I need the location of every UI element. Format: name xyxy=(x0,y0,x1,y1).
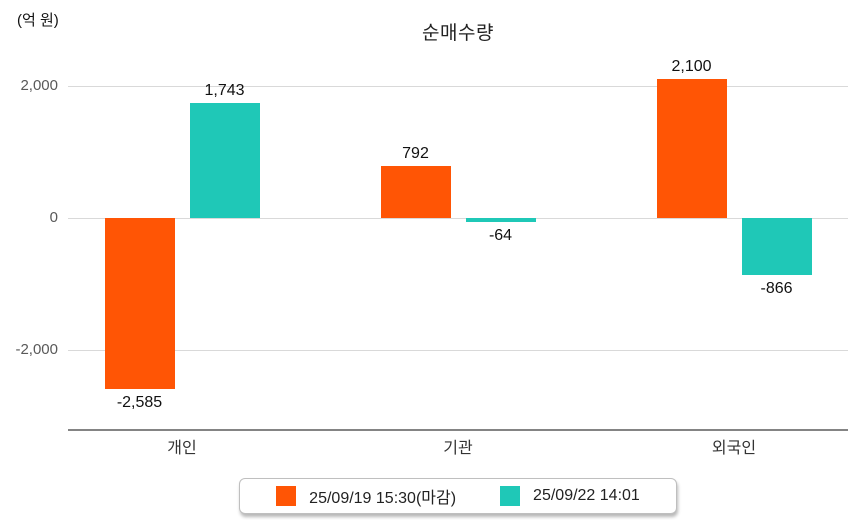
gridline--2,000 xyxy=(68,350,848,351)
chart-title: 순매수량 xyxy=(422,23,494,44)
gridline-0 xyxy=(68,218,848,219)
legend-label-series2: 25/09/22 14:01 xyxy=(533,487,640,504)
y-axis-tick-0: 0 xyxy=(49,209,58,226)
legend-item-series2[interactable]: 25/09/22 14:01 xyxy=(500,486,640,506)
y-axis-tick-2,000: 2,000 xyxy=(20,77,58,94)
value-label-개인-series1: -2,585 xyxy=(116,393,163,411)
category-label-외국인: 외국인 xyxy=(711,440,757,457)
legend-item-series1[interactable]: 25/09/19 15:30(마감) xyxy=(276,484,456,508)
bar-기관-series2[interactable] xyxy=(465,218,536,223)
value-label-외국인-series1: 2,100 xyxy=(671,58,712,76)
value-label-개인-series2: 1,743 xyxy=(204,81,245,99)
bar-외국인-series2[interactable] xyxy=(741,218,812,276)
legend-label-series1: 25/09/19 15:30(마감) xyxy=(309,490,457,507)
y-axis-unit-label: (억 원) xyxy=(17,12,59,29)
bar-기관-series1[interactable] xyxy=(380,165,451,218)
y-axis-tick--2,000: -2,000 xyxy=(15,341,58,358)
bar-개인-series1[interactable] xyxy=(104,218,175,389)
category-label-개인: 개인 xyxy=(167,440,197,457)
bar-개인-series2[interactable] xyxy=(189,102,260,218)
x-axis-line xyxy=(68,429,848,431)
value-label-기관-series1: 792 xyxy=(402,144,429,162)
value-label-외국인-series2: -866 xyxy=(760,280,793,298)
legend: 25/09/19 15:30(마감) 25/09/22 14:01 xyxy=(239,478,677,514)
bar-외국인-series1[interactable] xyxy=(656,79,727,218)
series1-swatch-icon xyxy=(276,486,297,506)
value-label-기관-series2: -64 xyxy=(488,227,513,245)
category-label-기관: 기관 xyxy=(443,440,473,457)
gridline-2,000 xyxy=(68,86,848,87)
series2-swatch-icon xyxy=(500,486,521,506)
